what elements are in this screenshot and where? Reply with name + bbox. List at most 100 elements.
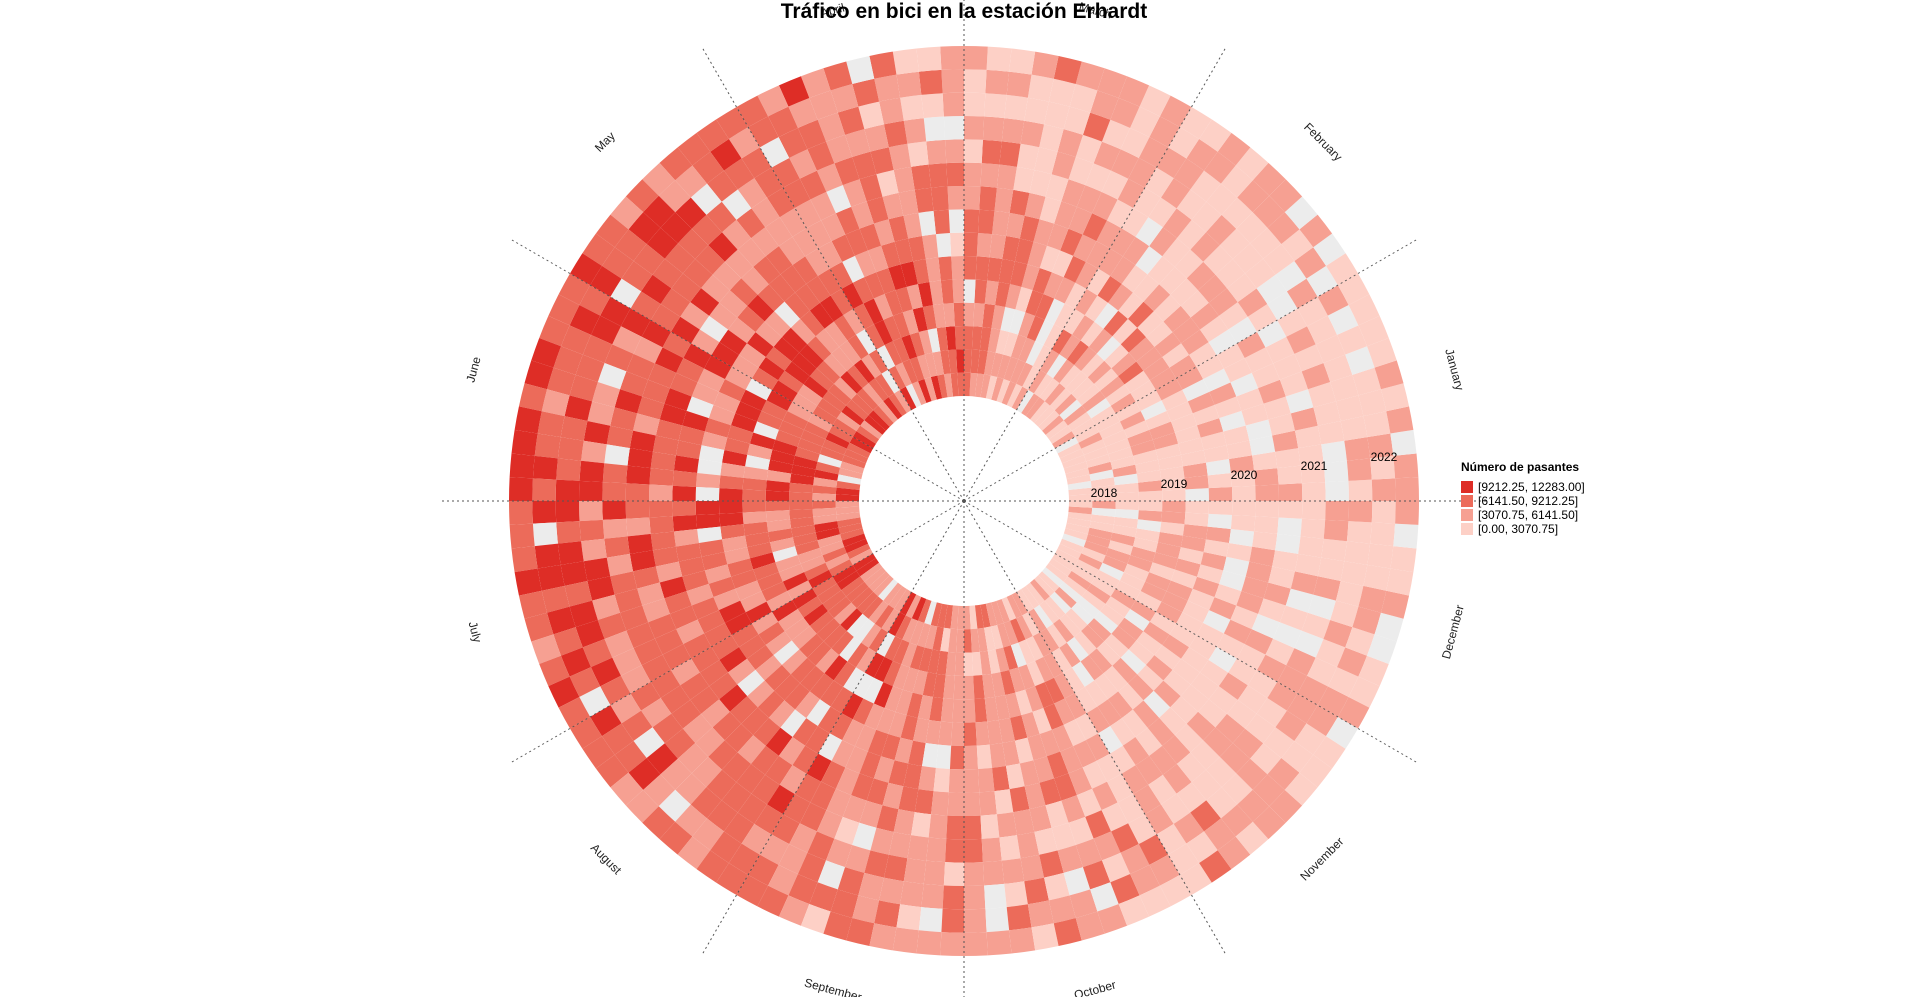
heatmap-cell (1066, 637, 1089, 662)
heatmap-cell (995, 329, 1010, 355)
heatmap-cell (614, 588, 643, 613)
heatmap-cell (701, 551, 728, 571)
heatmap-cell (1082, 112, 1111, 142)
heatmap-cell (662, 644, 692, 671)
heatmap-cell (1163, 669, 1191, 697)
heatmap-cell (1051, 647, 1073, 673)
heatmap-cell (614, 389, 643, 414)
heatmap-cell (1039, 850, 1064, 878)
heatmap-cell (1277, 308, 1308, 337)
heatmap-cell (1005, 692, 1022, 718)
heatmap-cell (964, 349, 972, 373)
heatmap-cell (792, 532, 818, 547)
heatmap-cell (648, 363, 677, 389)
heatmap-cell (1306, 265, 1338, 297)
heatmap-cell (737, 178, 768, 209)
heatmap-cell (765, 755, 793, 785)
heatmap-cell (815, 648, 840, 674)
heatmap-cell (558, 273, 591, 306)
heatmap-cell (1118, 361, 1144, 385)
heatmap-cell (660, 288, 691, 317)
heatmap-cell (985, 69, 1010, 95)
heatmap-cell (1076, 383, 1101, 406)
heatmap-cell (742, 489, 766, 501)
month-label-november: November (1297, 834, 1346, 883)
heatmap-cell (911, 596, 927, 621)
heatmap-cell (852, 151, 877, 180)
heatmap-cell (853, 672, 874, 699)
heatmap-cell (1046, 751, 1069, 779)
heatmap-cell (864, 415, 886, 435)
heatmap-cell (1109, 745, 1136, 774)
heatmap-cell (826, 185, 852, 214)
heatmap-cell (597, 363, 627, 390)
heatmap-cell (682, 713, 713, 744)
heatmap-cell (1039, 778, 1062, 806)
heatmap-cell (1267, 757, 1300, 790)
heatmap-cell (781, 327, 808, 353)
heatmap-cell (1063, 461, 1088, 474)
heatmap-cell (601, 247, 634, 279)
heatmap-cell (901, 334, 918, 360)
heatmap-cell (909, 356, 925, 382)
heatmap-cell (1186, 711, 1216, 741)
heatmap-cell (1137, 664, 1164, 691)
heatmap-cell (792, 392, 818, 414)
heatmap-cell (1208, 686, 1238, 714)
heatmap-cell (833, 661, 856, 687)
heatmap-cell (723, 812, 755, 844)
heatmap-cell (561, 325, 591, 355)
heatmap-cell (1153, 680, 1181, 708)
heatmap-cell (583, 557, 611, 582)
heatmap-cell (888, 760, 909, 787)
heatmap-cell (787, 580, 813, 601)
heatmap-cell (1009, 667, 1026, 693)
heatmap-cell (806, 699, 831, 727)
heatmap-cell (907, 141, 929, 167)
heatmap-cell (778, 563, 805, 582)
heatmap-cell (766, 519, 792, 533)
heatmap-cell (701, 274, 730, 303)
heatmap-cell (1100, 376, 1125, 399)
heatmap-cell (888, 585, 907, 609)
heatmap-cell (1221, 197, 1253, 229)
heatmap-cell (1030, 401, 1050, 423)
heatmap-cell (581, 440, 607, 464)
heatmap-cell (970, 349, 980, 374)
heatmap-cell (1186, 261, 1216, 291)
heatmap-cell (789, 482, 814, 494)
heatmap-cell (1119, 572, 1146, 592)
heatmap-cell (918, 210, 936, 236)
heatmap-cell (713, 588, 741, 611)
heatmap-cell (876, 345, 896, 370)
heatmap-cell (1275, 533, 1301, 554)
heatmap-cell (747, 443, 773, 460)
heatmap-cell (854, 250, 877, 278)
heatmap-cell (1371, 501, 1396, 524)
heatmap-cell (881, 369, 900, 394)
heatmap-cell (1074, 631, 1097, 656)
heatmap-cell (721, 219, 752, 250)
heatmap-cell (1044, 383, 1066, 406)
heatmap-cell (917, 694, 933, 720)
legend-items: [9212.25, 12283.00][6141.50, 9212.25][30… (1461, 480, 1585, 536)
heatmap-cell (873, 219, 895, 246)
heatmap-cell (1096, 220, 1122, 249)
heatmap-cell (986, 46, 1012, 72)
heatmap-cell (812, 507, 837, 517)
heatmap-cell (1187, 588, 1215, 611)
heatmap-cell (695, 727, 725, 757)
heatmap-cell (682, 258, 713, 289)
heatmap-cell (817, 454, 842, 468)
heatmap-cell (951, 256, 964, 280)
heatmap-cell (1045, 562, 1068, 582)
heatmap-cell (1127, 429, 1153, 447)
heatmap-cell (833, 315, 856, 341)
heatmap-cell (1157, 454, 1183, 470)
heatmap-cell (602, 501, 627, 520)
heatmap-cell (642, 379, 670, 404)
heatmap-cell (691, 646, 720, 673)
heatmap-cell (784, 292, 810, 319)
heatmap-cell (707, 800, 738, 832)
heatmap-cell (1042, 567, 1064, 587)
